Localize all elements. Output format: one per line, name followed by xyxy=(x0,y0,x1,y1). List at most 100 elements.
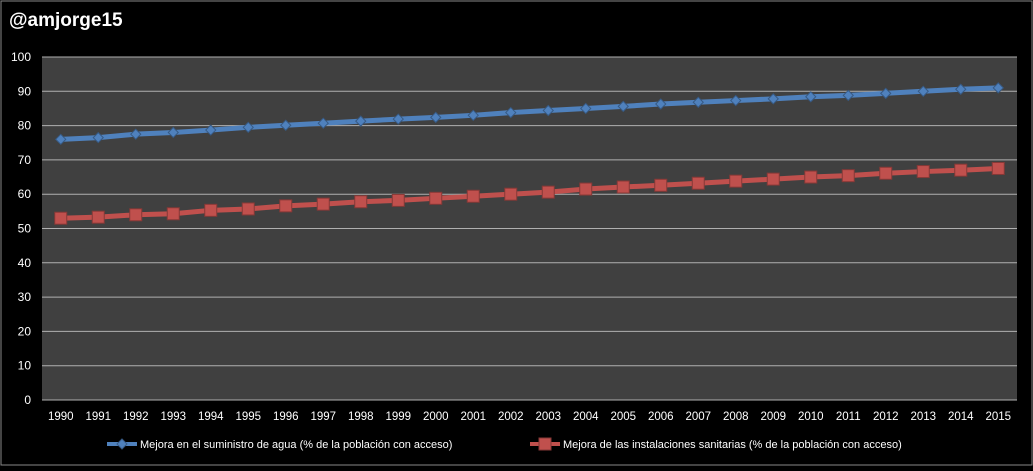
data-point-marker xyxy=(991,161,1005,175)
data-point-marker xyxy=(729,174,743,188)
y-tick-label: 60 xyxy=(18,187,32,201)
y-tick-label: 0 xyxy=(24,393,31,407)
data-point-marker xyxy=(691,176,705,190)
x-tick-label: 2009 xyxy=(760,411,786,423)
legend-label: Mejora de las instalaciones sanitarias (… xyxy=(563,439,902,451)
legend-label: Mejora en el suministro de agua (% de la… xyxy=(140,439,452,451)
x-tick-label: 2004 xyxy=(573,411,599,423)
legend-item-1: Mejora en el suministro de agua (% de la… xyxy=(107,438,452,451)
x-tick-label: 1994 xyxy=(198,411,224,423)
x-tick-label: 2015 xyxy=(985,411,1011,423)
data-point-marker xyxy=(805,91,817,103)
x-tick-label: 1991 xyxy=(85,411,111,423)
data-point-marker xyxy=(92,131,104,144)
data-point-marker xyxy=(842,89,854,102)
series-line xyxy=(58,85,1001,142)
y-tick-label: 40 xyxy=(18,256,32,270)
data-point-marker xyxy=(166,207,180,221)
series-layer xyxy=(54,82,1005,225)
data-point-marker xyxy=(355,115,367,127)
x-tick-label: 1998 xyxy=(348,411,374,423)
x-tick-label: 2002 xyxy=(498,411,524,423)
chart-title: @amjorge15 xyxy=(9,10,123,31)
data-point-marker xyxy=(766,172,780,186)
data-point-marker xyxy=(804,170,818,184)
data-point-marker xyxy=(692,96,704,108)
data-point-marker xyxy=(55,133,67,146)
series-2 xyxy=(54,161,1005,225)
data-point-marker xyxy=(579,182,593,196)
y-tick-label: 80 xyxy=(18,119,32,133)
data-point-marker xyxy=(354,195,368,209)
y-tick-label: 100 xyxy=(11,50,31,64)
x-tick-label: 1992 xyxy=(123,411,149,423)
y-tick-label: 20 xyxy=(18,324,32,338)
x-tick-label: 2006 xyxy=(648,411,674,423)
data-point-marker xyxy=(241,202,255,216)
data-point-marker xyxy=(767,93,779,105)
x-tick-label: 1995 xyxy=(235,411,261,423)
x-tick-label: 2000 xyxy=(423,411,449,423)
data-point-marker xyxy=(391,193,405,207)
x-tick-label: 1993 xyxy=(160,411,186,423)
data-point-marker xyxy=(392,113,404,125)
data-point-marker xyxy=(504,187,518,201)
y-tick-label: 30 xyxy=(18,290,32,304)
x-tick-label: 2010 xyxy=(798,411,824,423)
x-tick-label: 2001 xyxy=(460,411,486,423)
x-tick-label: 2003 xyxy=(535,411,561,423)
data-point-marker xyxy=(916,165,930,179)
data-point-marker xyxy=(841,169,855,183)
data-point-marker xyxy=(429,191,443,205)
y-tick-label: 90 xyxy=(18,84,32,98)
data-point-marker xyxy=(730,94,742,107)
data-point-marker xyxy=(992,82,1004,94)
data-point-marker xyxy=(130,128,142,140)
data-point-marker xyxy=(205,124,217,136)
data-point-marker xyxy=(280,119,292,131)
x-tick-label: 2014 xyxy=(948,411,974,423)
data-point-marker xyxy=(242,121,254,134)
x-tick-label: 2013 xyxy=(910,411,936,423)
data-point-marker xyxy=(954,163,968,177)
y-axis-tick-labels: 0 10 20 30 40 50 60 70 80 90 100 xyxy=(11,50,31,407)
data-point-marker xyxy=(879,166,893,180)
data-point-marker xyxy=(955,83,967,95)
x-tick-label: 1996 xyxy=(273,411,299,423)
y-tick-label: 50 xyxy=(18,222,32,236)
data-point-marker xyxy=(580,102,592,115)
x-tick-label: 2012 xyxy=(873,411,899,423)
data-point-marker xyxy=(204,203,218,217)
data-point-marker xyxy=(316,197,330,211)
data-point-marker xyxy=(542,104,554,117)
data-point-marker xyxy=(430,111,442,124)
data-point-marker xyxy=(317,117,329,129)
data-point-marker xyxy=(617,100,629,113)
x-tick-label: 2011 xyxy=(836,411,861,423)
x-tick-label: 2007 xyxy=(685,411,711,423)
series-1 xyxy=(55,82,1004,146)
legend-marker xyxy=(116,438,128,450)
data-point-marker xyxy=(54,211,68,225)
data-point-marker xyxy=(616,180,630,194)
data-point-marker xyxy=(167,126,179,139)
x-tick-label: 1990 xyxy=(48,411,74,423)
data-point-marker xyxy=(91,210,105,224)
x-tick-label: 2005 xyxy=(610,411,636,423)
data-point-marker xyxy=(655,98,667,110)
x-tick-label: 2008 xyxy=(723,411,749,423)
data-point-marker xyxy=(129,208,143,222)
data-point-marker xyxy=(654,178,668,192)
x-tick-label: 1997 xyxy=(310,411,336,423)
legend-marker xyxy=(538,437,552,451)
data-point-marker xyxy=(466,189,480,203)
legend-item-2: Mejora de las instalaciones sanitarias (… xyxy=(530,437,902,451)
y-tick-label: 10 xyxy=(18,359,32,373)
y-tick-label: 70 xyxy=(18,153,32,167)
data-point-marker xyxy=(917,85,929,98)
data-point-marker xyxy=(505,106,517,119)
data-point-marker xyxy=(541,185,555,199)
legend: Mejora en el suministro de agua (% de la… xyxy=(107,437,902,451)
